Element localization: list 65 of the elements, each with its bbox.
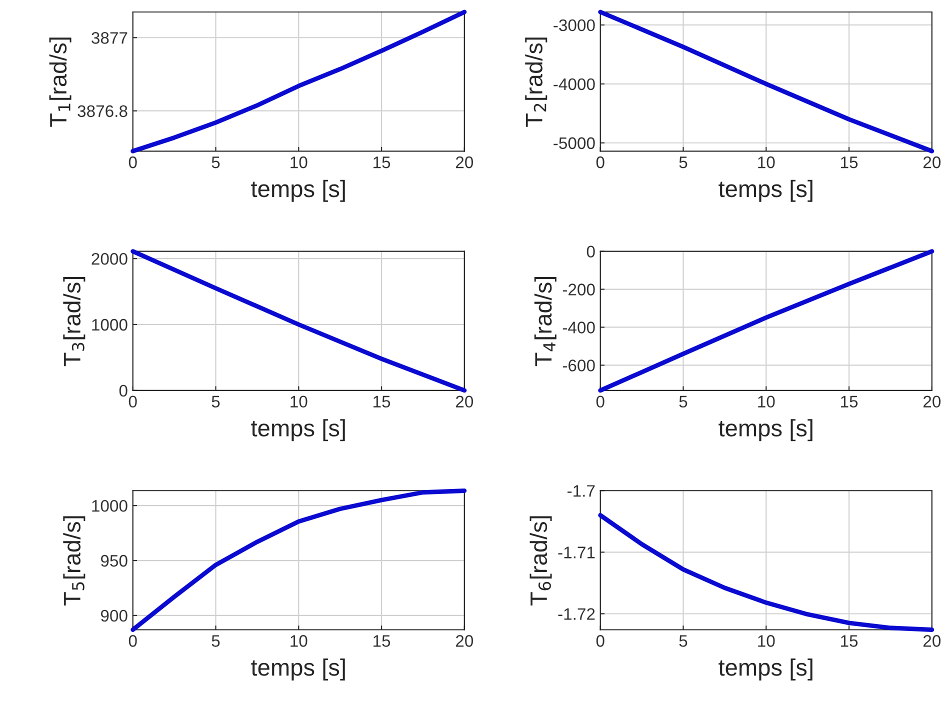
x-tick-label: 5	[679, 156, 688, 168]
x-tick-label: 0	[596, 635, 604, 647]
x-tick-label: 20	[456, 156, 474, 168]
x-axis-title: temps [s]	[251, 180, 345, 202]
x-tick-label: 20	[456, 635, 474, 647]
x-tick-label: 10	[758, 396, 775, 408]
x-tick-label: 0	[596, 156, 604, 168]
line-series	[130, 10, 467, 154]
x-tick-label: 5	[679, 635, 688, 647]
line-series	[598, 10, 934, 154]
x-tick-label: 10	[290, 396, 308, 408]
y-axis-title: T$_{5}$[rad/s]	[63, 516, 86, 606]
x-tick-label: 0	[128, 156, 137, 168]
x-axis-title: temps [s]	[718, 658, 812, 680]
y-tick-label: -600	[562, 360, 595, 372]
y-tick-label: -1.71	[558, 546, 595, 558]
y-tick-label: -200	[562, 284, 595, 296]
y-tick-label: -1.7	[568, 485, 595, 497]
x-tick-label: 10	[758, 635, 775, 647]
x-tick-label: 15	[374, 635, 390, 647]
line-series	[130, 249, 467, 393]
x-tick-label: 15	[374, 156, 390, 168]
x-axis-title: temps [s]	[718, 419, 812, 442]
y-tick-label: -3000	[554, 19, 595, 32]
x-tick-label: 10	[758, 156, 775, 168]
x-axis-title: temps [s]	[251, 419, 345, 442]
x-tick-label: 15	[841, 156, 858, 168]
x-tick-label: 0	[596, 396, 604, 408]
y-tick-label: 1000	[92, 500, 128, 512]
x-tick-label: 5	[212, 396, 220, 408]
x-tick-label: 20	[923, 635, 941, 647]
y-tick-label: 3877	[92, 32, 128, 44]
x-tick-label: 10	[290, 635, 308, 647]
x-tick-label: 5	[212, 635, 220, 647]
y-axis-title: T$_{2}$[rad/s]	[525, 38, 548, 127]
x-tick-label: 20	[923, 396, 941, 408]
y-tick-label: -1.72	[558, 608, 595, 620]
y-tick-label: 950	[100, 554, 128, 567]
line-series	[130, 488, 467, 632]
y-axis-title: T$_{6}$[rad/s]	[530, 516, 552, 606]
y-tick-label: -400	[562, 322, 595, 334]
y-tick-label: 2000	[92, 252, 128, 265]
x-tick-label: 5	[679, 396, 688, 408]
y-tick-label: -5000	[554, 137, 595, 150]
y-tick-label: 3876.8	[78, 105, 128, 118]
x-tick-label: 10	[290, 156, 308, 168]
x-tick-label: 5	[212, 156, 220, 168]
x-axis-title: temps [s]	[718, 180, 812, 202]
x-axis-title: temps [s]	[251, 658, 345, 680]
y-tick-label: 0	[586, 246, 595, 258]
x-tick-label: 15	[841, 396, 858, 408]
x-tick-label: 15	[374, 396, 390, 408]
y-tick-label: 0	[119, 384, 128, 397]
y-axis-title: T$_{3}$[rad/s]	[63, 276, 86, 366]
y-axis-title: T$_{4}$[rad/s]	[534, 276, 556, 366]
y-tick-label: 900	[100, 610, 128, 622]
x-tick-label: 20	[923, 156, 941, 168]
y-tick-label: -4000	[554, 78, 595, 90]
y-tick-label: 1000	[92, 318, 128, 331]
x-tick-label: 20	[456, 396, 474, 408]
x-tick-label: 15	[841, 635, 858, 647]
x-tick-label: 0	[128, 396, 137, 408]
line-series	[598, 249, 934, 393]
y-axis-title: T$_{1}$[rad/s]	[49, 38, 72, 127]
x-tick-label: 0	[128, 635, 137, 647]
